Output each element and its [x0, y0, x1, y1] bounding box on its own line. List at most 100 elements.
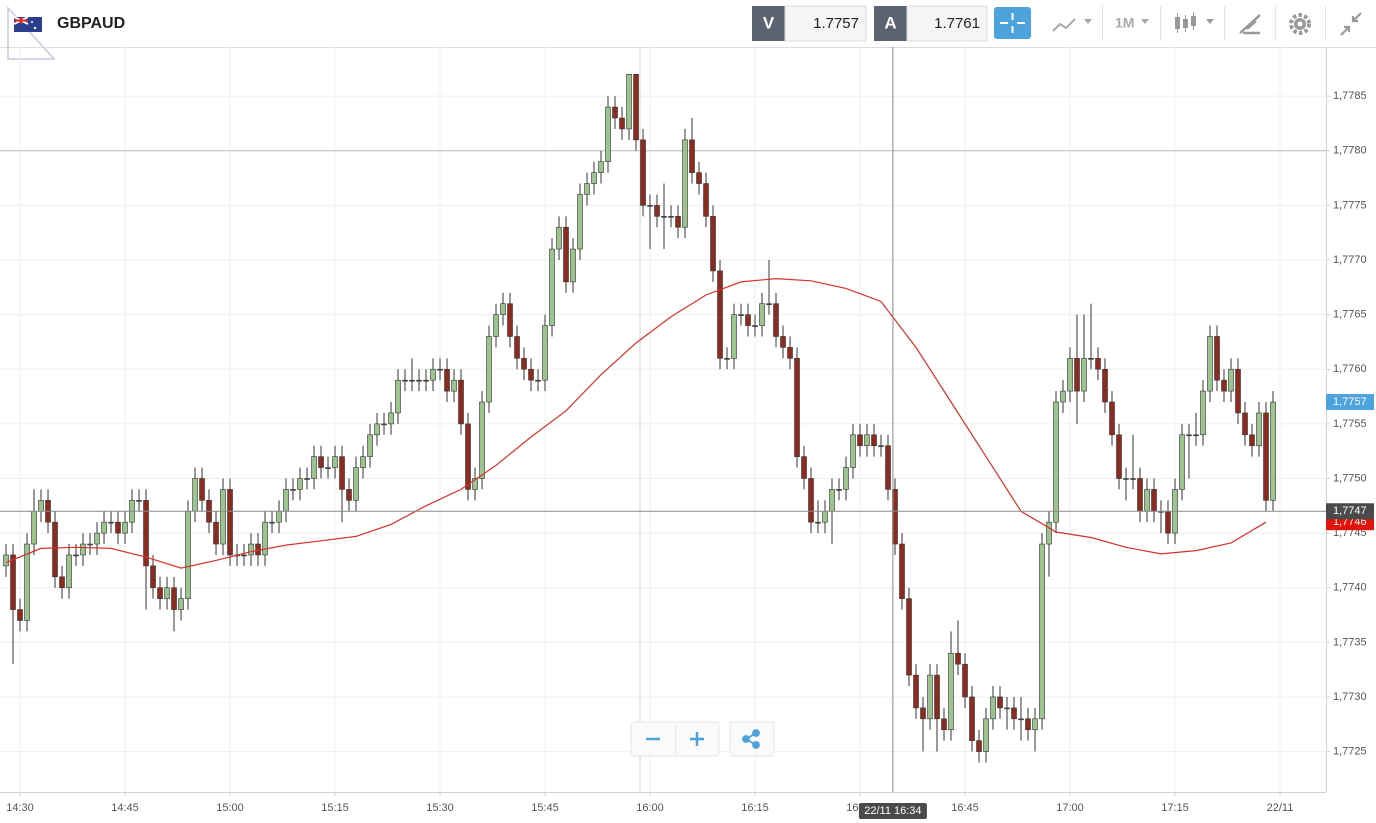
x-tick-label: 22/11	[1267, 802, 1294, 814]
candle-body	[598, 161, 604, 173]
ask-label: A	[884, 13, 896, 32]
candle-body	[794, 358, 800, 457]
toolbar	[0, 0, 1376, 47]
candle-body	[1214, 336, 1220, 381]
y-tick-label: 1,7750	[1333, 472, 1367, 484]
candle-body	[143, 500, 149, 567]
candle-body	[332, 456, 338, 468]
share-group	[729, 721, 775, 757]
candle-body	[696, 172, 702, 184]
candle-body	[80, 543, 86, 556]
x-tick-label: 15:15	[321, 802, 349, 814]
candle-body	[731, 314, 737, 359]
candle-body	[430, 368, 436, 381]
candle-body	[661, 216, 667, 218]
y-tick-label: 1,7760	[1333, 363, 1367, 375]
candle-body	[1249, 434, 1255, 447]
ask-box	[906, 5, 988, 42]
candle-body	[10, 554, 16, 610]
y-tick-label: 1,7765	[1333, 309, 1367, 321]
candle-body	[1025, 718, 1031, 731]
candle-body	[626, 74, 632, 130]
y-tick-label: 1,7780	[1333, 145, 1367, 157]
candle-body	[108, 521, 114, 524]
candle-body	[1067, 358, 1073, 392]
candle-body	[1123, 478, 1129, 480]
crosshair-x-bg	[858, 803, 927, 819]
candle-body	[339, 456, 345, 490]
candle-body	[934, 674, 940, 720]
candle-body	[1130, 478, 1136, 480]
candle-body	[780, 336, 786, 348]
candle-body	[241, 554, 247, 557]
y-tick-label: 1,7740	[1333, 582, 1367, 594]
candle-body	[808, 478, 814, 523]
draw-button[interactable]	[1239, 14, 1261, 35]
y-tick-label: 1,7735	[1333, 636, 1367, 648]
candle-body	[899, 543, 905, 599]
candle-body	[689, 139, 695, 173]
share-button[interactable]	[742, 729, 760, 749]
candle-body	[269, 521, 275, 524]
candle-body	[73, 554, 79, 557]
candle-body	[31, 510, 37, 545]
candle-body	[38, 500, 44, 512]
candle-body	[479, 401, 485, 479]
candle-body	[1186, 434, 1192, 437]
candle-body	[353, 467, 359, 501]
candle-body	[962, 663, 968, 698]
candle-body	[451, 379, 457, 392]
candle-style-button[interactable]	[1175, 12, 1214, 33]
candle-body	[1039, 543, 1045, 720]
settings-button[interactable]	[1289, 13, 1311, 35]
y-tick-label: 1,7785	[1333, 90, 1367, 102]
candle-body	[150, 565, 156, 589]
candle-body	[948, 652, 954, 731]
candle-body	[1235, 368, 1241, 414]
candle-body	[745, 314, 751, 326]
candle-body	[570, 248, 576, 283]
candle-body	[563, 226, 569, 283]
candle-body	[759, 303, 765, 326]
timeframe[interactable]: 1M	[1115, 15, 1134, 31]
candle-body	[850, 434, 856, 468]
candle-body	[318, 456, 324, 468]
candle-body	[1270, 401, 1276, 501]
candle-body	[514, 336, 520, 359]
candle-body	[374, 423, 380, 436]
candle-body	[1004, 707, 1010, 710]
y-tick-label: 1,7725	[1333, 745, 1367, 757]
candle-body	[864, 434, 870, 447]
crosshair-button[interactable]	[994, 7, 1031, 39]
candle-body	[276, 510, 282, 523]
candle-body	[675, 216, 681, 228]
candle-body	[549, 248, 555, 326]
candle-body	[220, 489, 226, 545]
symbol: GBPAUD	[57, 15, 125, 32]
crosshair-icon	[1000, 13, 1025, 33]
candle-body	[619, 117, 625, 130]
candle-body	[1256, 412, 1262, 447]
candle-body	[1193, 434, 1199, 437]
candle-body	[1179, 434, 1185, 490]
candle-body	[941, 718, 947, 731]
price-label-bg	[1326, 394, 1374, 411]
collapse-button[interactable]	[1340, 12, 1362, 36]
bid-price: 1.7757	[813, 15, 859, 32]
candle-body	[444, 368, 450, 392]
crosshair-y-bg	[1326, 503, 1374, 520]
zoom-in-button[interactable]	[690, 732, 704, 746]
ask-tag[interactable]	[874, 6, 907, 41]
candle-body	[192, 478, 198, 512]
y-tick-label: 1,7770	[1333, 254, 1367, 266]
candle-body	[990, 696, 996, 720]
candle-body	[1228, 368, 1234, 392]
x-tick-label: 16:15	[741, 802, 769, 814]
candle-body	[584, 183, 590, 195]
candle-body	[836, 489, 842, 491]
bid-tag[interactable]	[752, 6, 785, 41]
candle-body	[885, 445, 891, 490]
chart-type-button[interactable]	[1052, 18, 1092, 32]
